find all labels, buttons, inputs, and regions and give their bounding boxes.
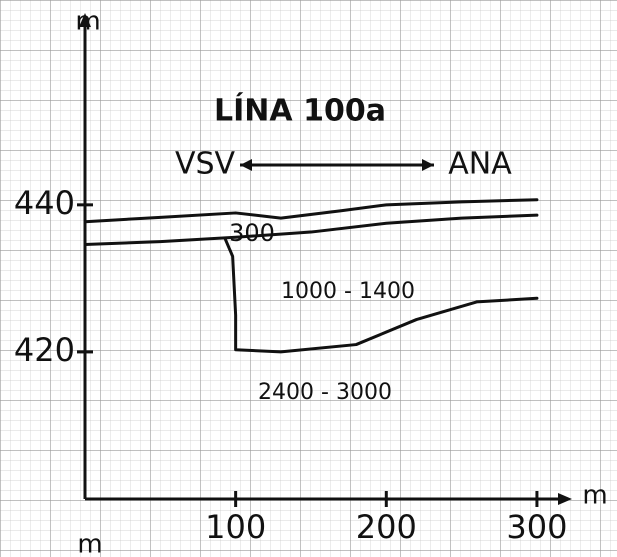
x-axis-label: m xyxy=(582,481,607,511)
chart-title: LÍNA 100a xyxy=(214,93,386,129)
boundary-line xyxy=(83,213,539,247)
y-tick-label: 420 xyxy=(14,331,75,369)
x-tick-label: 300 xyxy=(506,508,567,546)
x-axis-arrow xyxy=(558,493,572,505)
direction-left: VSV xyxy=(175,147,236,182)
x-tick-label: 100 xyxy=(205,508,266,546)
y-axis-arrow xyxy=(79,13,91,27)
y-tick-label: 440 xyxy=(14,184,75,222)
layer-label: 2400 - 3000 xyxy=(258,380,392,405)
layer-label: 1000 - 1400 xyxy=(281,279,415,304)
boundary-line xyxy=(83,198,539,224)
direction-right: ANA xyxy=(448,147,512,182)
boundary-line xyxy=(223,237,539,354)
layer-label: 300 xyxy=(229,219,275,247)
x-tick-label: 200 xyxy=(356,508,417,546)
x-axis-label-bottom: m xyxy=(77,530,102,557)
